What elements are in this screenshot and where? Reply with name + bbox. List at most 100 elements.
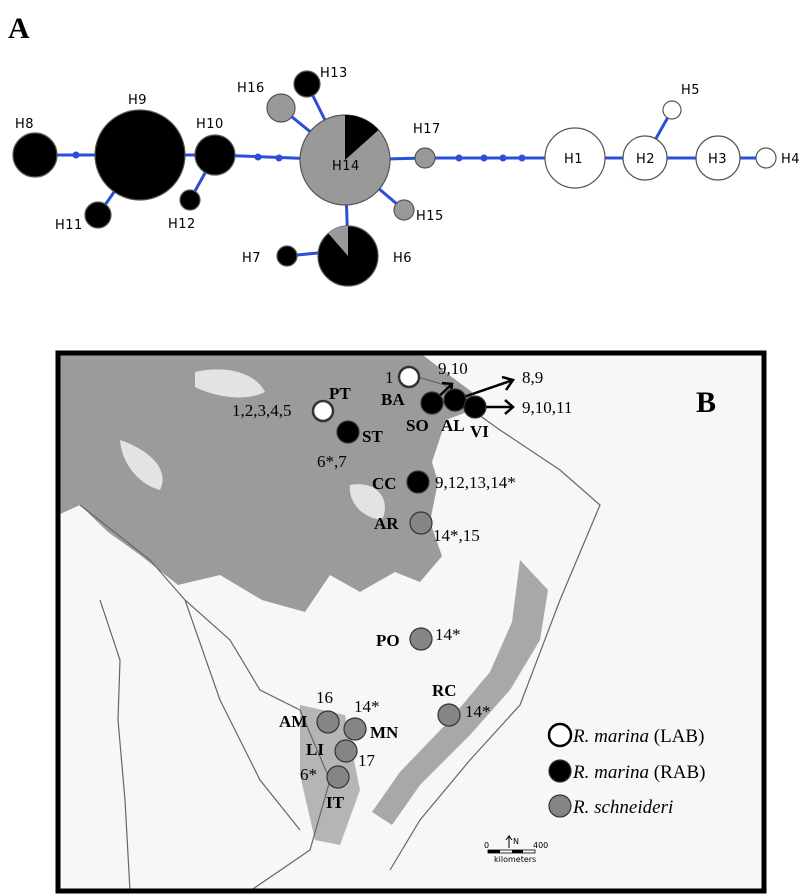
- median-vectors: [72, 151, 526, 162]
- haplotype-node-h8: [12, 132, 58, 178]
- site-code-so: SO: [406, 416, 429, 435]
- site-haps-1: 1: [385, 368, 394, 387]
- border-line: [79, 504, 301, 711]
- hap-label-h7: H7: [242, 251, 261, 266]
- site-haps-pt: 1,2,3,4,5: [232, 401, 292, 420]
- site-dot-ba: [420, 391, 444, 415]
- median-vector-dot: [254, 153, 262, 161]
- north-arrow-icon: [505, 834, 513, 848]
- map-frame: [55, 350, 767, 894]
- site-haps-po: 14*: [435, 625, 461, 644]
- site-code-ba: BA: [381, 390, 405, 409]
- site-haps-so: 8,9: [522, 368, 543, 387]
- border-line: [99, 599, 131, 891]
- scale-bar: N 0 400 kilometers: [484, 834, 548, 864]
- site-dot-am: [316, 710, 340, 734]
- site-code-li: LI: [306, 740, 324, 759]
- site-dot-ar: [409, 511, 433, 535]
- map-panel: [55, 350, 767, 894]
- site-dot-cc: [406, 470, 430, 494]
- legend-symbol-lab: [547, 722, 573, 748]
- site-dot-vi: [463, 395, 487, 419]
- map-patch: [195, 369, 265, 398]
- scale-zero: 0: [484, 841, 489, 850]
- site-code-am: AM: [279, 712, 307, 731]
- median-vector-dot: [499, 154, 507, 162]
- site-haps-st: 6*,7: [317, 452, 347, 471]
- haplotype-node-h11: [84, 201, 112, 229]
- legend-symbol-schneideri: [548, 794, 572, 818]
- arrow-line: [501, 375, 516, 391]
- haplotype-node-h14: [299, 114, 391, 206]
- haplotype-node-h1: [544, 127, 606, 189]
- map-patch: [349, 484, 385, 520]
- site-dot-st: [336, 420, 360, 444]
- legend-item-rab: R. marina (RAB): [572, 762, 705, 783]
- site-code-al: AL: [441, 416, 465, 435]
- scale-unit: kilometers: [494, 855, 536, 864]
- forest-region: [58, 353, 472, 612]
- site-haps-cc: 9,12,13,14*: [435, 473, 516, 492]
- site-dot-li: [334, 739, 358, 763]
- site-haps-ar: 14*,15: [433, 526, 480, 545]
- haplotype-node-h17: [414, 147, 436, 169]
- hap-label-h10: H10: [196, 117, 224, 132]
- hap-label-h16: H16: [237, 81, 265, 96]
- haplotype-node-h5: [662, 100, 682, 120]
- haplotype-node-h12: [179, 189, 201, 211]
- legend-item-schneideri: R. schneideri: [572, 797, 673, 818]
- legend-symbol-rab: [548, 759, 572, 783]
- site-code-ar: AR: [374, 514, 399, 533]
- legend-item-lab: R. marina (LAB): [572, 726, 704, 747]
- site-dot-it: [326, 765, 350, 789]
- haplotype-labels: H8 H9 H10 H11 H12 H13 H16 H14 H17 H15 H7…: [15, 66, 800, 266]
- map-patch: [120, 440, 163, 490]
- site-haps-rc: 14*: [465, 702, 491, 721]
- haplotype-node-h2: [622, 135, 668, 181]
- site-code-it: IT: [326, 793, 345, 812]
- hap-label-h9: H9: [128, 93, 147, 108]
- hap-label-h1: H1: [564, 152, 583, 167]
- hap-label-h11: H11: [55, 218, 83, 233]
- haplotype-node-h7: [276, 245, 298, 267]
- median-vector-dot: [72, 151, 80, 159]
- site-codes: PT ST BA SO AL VI CC AR PO RC AM MN LI I…: [279, 384, 489, 812]
- hap-label-h6: H6: [393, 251, 412, 266]
- forest-region: [372, 560, 548, 825]
- site-haps-li: 17: [358, 751, 376, 770]
- scale-bar-segment: [488, 850, 500, 853]
- site-dot-rc: [437, 703, 461, 727]
- hap-label-h17: H17: [413, 122, 441, 137]
- site-haps-am: 16: [316, 688, 333, 707]
- haplotype-node-h10: [194, 134, 236, 176]
- panel-b-letter: B: [696, 386, 716, 419]
- scale-value: 400: [533, 841, 548, 850]
- site-code-vi: VI: [470, 422, 489, 441]
- site-code-po: PO: [376, 631, 400, 650]
- median-vector-dot: [455, 154, 463, 162]
- north-label: N: [513, 837, 519, 846]
- hap-label-h12: H12: [168, 217, 196, 232]
- map-legend: R. marina (LAB) R. marina (RAB) R. schne…: [547, 722, 705, 818]
- site-code-rc: RC: [432, 681, 457, 700]
- site-haps-mn: 14*: [354, 697, 380, 716]
- site-dot-so: [443, 388, 467, 412]
- site-haplotype-lists: 1 1,2,3,4,5 6*,7 9,10 8,9 9,10,11 9,12,1…: [232, 359, 572, 784]
- site-code-cc: CC: [372, 474, 397, 493]
- hap-label-h8: H8: [15, 117, 34, 132]
- site-haps-it: 6*: [300, 765, 317, 784]
- haplotype-node-h15: [393, 199, 415, 221]
- haplotype-node-h9: [94, 109, 186, 201]
- site-haps-ba: 9,10: [438, 359, 468, 378]
- haplotype-node-h6: [317, 225, 379, 287]
- haplotype-node-h4: [755, 147, 777, 169]
- site-dot-po: [409, 627, 433, 651]
- arrow-head: [504, 399, 515, 415]
- hap-label-h4: H4: [781, 152, 800, 167]
- median-vector-dot: [275, 154, 283, 162]
- site-dot-mn: [343, 717, 367, 741]
- haplotype-node-h3: [695, 135, 741, 181]
- hap-label-h5: H5: [681, 83, 700, 98]
- median-vector-dot: [480, 154, 488, 162]
